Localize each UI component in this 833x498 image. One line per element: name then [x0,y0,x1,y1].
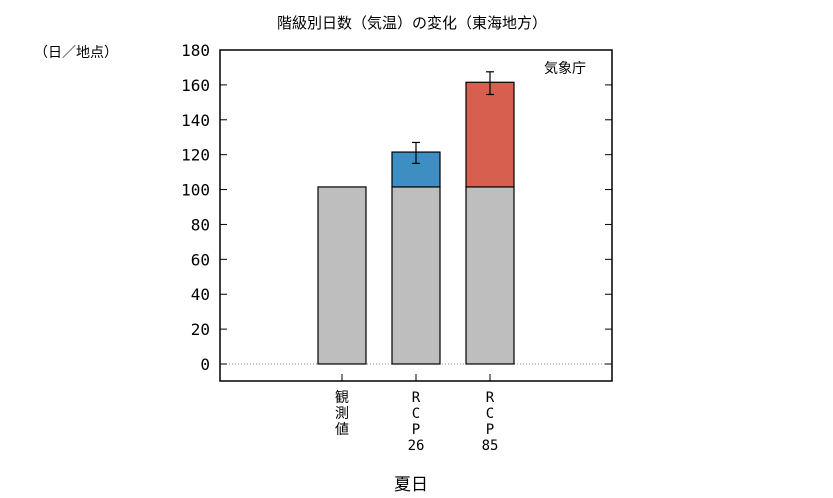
x-tick-label: P [412,422,420,438]
y-tick-label: 80 [191,215,210,234]
y-tick-label: 160 [181,76,210,95]
plot-frame [219,49,613,382]
y-tick-label: 180 [181,41,210,60]
x-axis-label: 夏日 [394,475,428,495]
x-tick-label: 85 [482,438,499,454]
bar-base [391,186,441,365]
x-tick-label: 26 [408,438,425,454]
y-tick-label: 20 [191,320,210,339]
y-axis-unit-label: （日／地点） [34,45,118,61]
x-tick-label: C [486,406,494,422]
y-tick-label: 0 [200,355,210,374]
x-tick-label: P [486,422,494,438]
x-tick-label: 観 [335,389,349,406]
y-tick-label: 140 [181,111,210,130]
bar-increase [465,81,515,188]
bar-base [317,186,367,365]
y-tick-label: 120 [181,146,210,165]
bar-base [465,186,515,365]
y-tick-label: 40 [191,285,210,304]
chart-title: 階級別日数（気温）の変化（東海地方） [277,14,547,32]
y-tick-label: 60 [191,250,210,269]
bar-increase [391,151,441,188]
x-tick-label: 測 [335,406,349,422]
x-tick-label: R [486,390,495,406]
source-label: 気象庁 [544,61,586,77]
x-tick-label: R [412,390,421,406]
x-tick-label: 値 [335,422,349,438]
y-tick-label: 100 [181,181,210,200]
x-tick-label: C [412,406,420,422]
